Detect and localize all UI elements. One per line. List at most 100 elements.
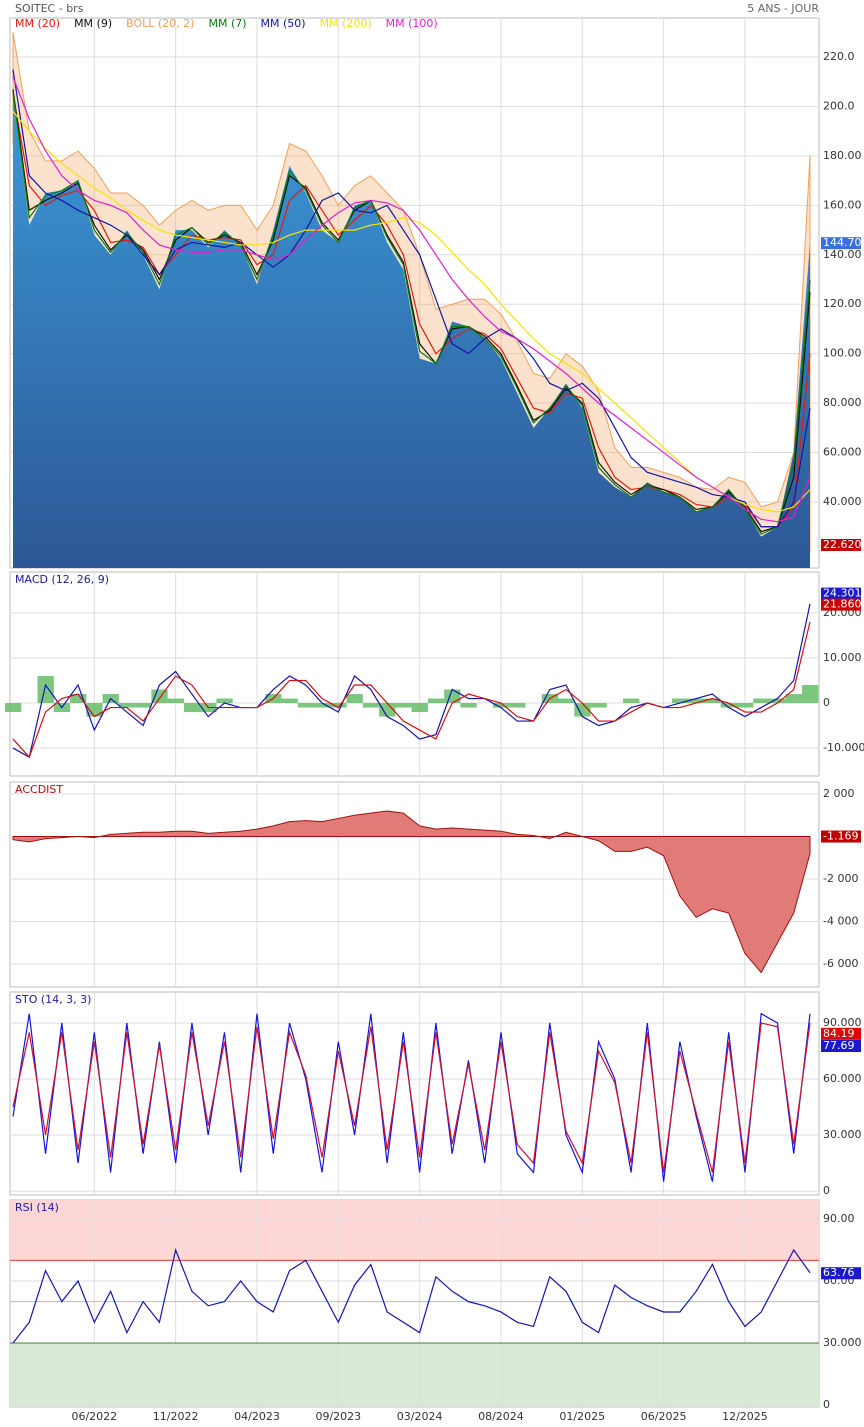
series-line (12, 1022, 811, 1173)
y-tick-label: 30.000 (823, 1336, 862, 1349)
histogram-bar (86, 703, 103, 717)
histogram-bar (297, 703, 315, 708)
value-badge-label: 21.860 (823, 598, 862, 611)
value-badge (821, 1039, 861, 1052)
histogram-bar (558, 698, 575, 704)
legend-entry: MM (100) (386, 17, 438, 30)
y-tick-label: 80.000 (823, 396, 862, 409)
y-tick-label: 40.000 (823, 495, 862, 508)
x-tick-label: 11/2022 (153, 1410, 199, 1423)
value-badge-label: 22.620 (823, 538, 862, 551)
histogram-bar (492, 703, 510, 708)
area (13, 94, 810, 569)
legend-entry: MM (20) (15, 17, 60, 30)
histogram-bar (281, 698, 298, 704)
value-badge (821, 237, 861, 250)
histogram-bar (395, 703, 412, 708)
series-line (12, 1247, 811, 1344)
histogram-bar (688, 698, 705, 704)
legend-entry: MM (9) (74, 17, 112, 30)
histogram-bar (704, 698, 721, 704)
histogram-bar (720, 703, 737, 708)
y-tick-label: 90.00 (823, 1212, 855, 1225)
histogram-bar (37, 676, 54, 704)
legend-entry: BOLL (20, 2) (126, 17, 194, 30)
x-tick-label: 03/2024 (397, 1410, 443, 1423)
histogram-bar (118, 703, 136, 708)
legend-entry: MM (7) (208, 17, 246, 30)
series-line (12, 603, 811, 758)
histogram-bar (183, 703, 201, 713)
y-tick-label: 200.0 (823, 99, 855, 112)
y-tick-label: 60.000 (823, 1072, 862, 1085)
value-badge (821, 587, 861, 600)
x-tick-label: 08/2024 (478, 1410, 524, 1423)
panel-title: MACD (12, 26, 9) (15, 573, 109, 586)
histogram-bar (379, 703, 396, 717)
y-tick-label: 0 (823, 1184, 830, 1197)
y-tick-label: -10.000 (823, 741, 864, 754)
y-tick-label: -2 000 (823, 872, 858, 885)
x-tick-label: 09/2023 (315, 1410, 361, 1423)
histogram-bar (769, 698, 786, 704)
histogram-bar (151, 689, 168, 704)
y-tick-label: 180.00 (823, 149, 862, 162)
y-tick-label: -6 000 (823, 957, 858, 970)
histogram-bar (135, 703, 152, 708)
value-badge-label: 144.70 (823, 236, 862, 249)
value-badge (821, 598, 861, 611)
area (12, 810, 811, 974)
histogram-bar (671, 698, 689, 704)
x-tick-label: 12/2025 (722, 1410, 768, 1423)
legend-entry: MM (50) (261, 17, 306, 30)
value-badge-label: 84.19 (823, 1027, 855, 1040)
histogram-bar (70, 694, 87, 704)
value-badge-label: -1.169 (823, 830, 858, 843)
value-badge (821, 538, 861, 551)
value-badge-label: 24.301 (823, 587, 862, 600)
panel (9, 571, 820, 777)
y-tick-label: 90.000 (823, 1016, 862, 1029)
value-badge-label: 77.69 (823, 1039, 855, 1052)
histogram-bar (785, 694, 803, 704)
x-tick-label: 06/2022 (71, 1410, 117, 1423)
histogram-bar (509, 703, 526, 708)
panel-title: STO (14, 3, 3) (15, 993, 91, 1006)
x-tick-label: 01/2025 (559, 1410, 605, 1423)
subtitle: 5 ANS - JOUR (747, 2, 819, 15)
x-tick-label: 04/2023 (234, 1410, 280, 1423)
histogram-bar (216, 698, 233, 704)
x-tick-label: 06/2025 (641, 1410, 687, 1423)
histogram-bar (590, 703, 607, 708)
value-badge-label: 63.76 (823, 1266, 855, 1279)
histogram-bar (460, 703, 477, 708)
histogram-bar (444, 689, 461, 704)
histogram-bar (314, 703, 331, 708)
value-badge (821, 1267, 861, 1280)
y-tick-label: 2 000 (823, 787, 855, 800)
overbought-zone (10, 1200, 819, 1261)
y-tick-label: 100.00 (823, 347, 862, 360)
panel-title: ACCDIST (15, 783, 63, 796)
histogram-bar (427, 698, 445, 704)
y-tick-label: 0 (823, 1398, 830, 1411)
panel (9, 991, 820, 1196)
series-line (12, 94, 811, 528)
series-line (12, 76, 811, 523)
series-line (12, 69, 811, 528)
y-tick-label: 120.00 (823, 297, 862, 310)
histogram-bar (330, 703, 347, 708)
histogram-bar (362, 703, 380, 708)
histogram-bar (411, 703, 428, 713)
y-tick-label: 0 (823, 696, 830, 709)
y-tick-label: 10.000 (823, 651, 862, 664)
series-line (12, 621, 811, 759)
value-badge (821, 1027, 861, 1040)
panel-title: RSI (14) (15, 1201, 59, 1214)
histogram-bar (574, 703, 591, 717)
histogram-bar (167, 698, 184, 704)
y-tick-label: 140.00 (823, 248, 862, 261)
histogram-bar (346, 694, 363, 704)
